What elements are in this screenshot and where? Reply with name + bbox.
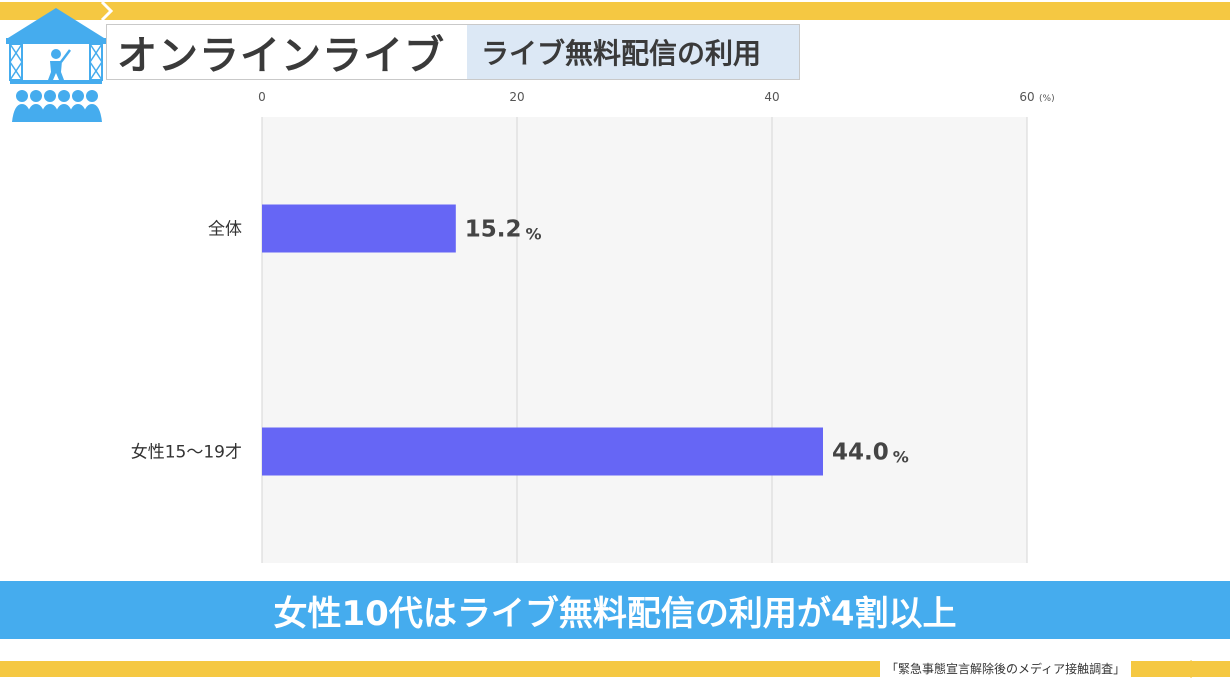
data-label: 44.0% (832, 440, 909, 467)
x-tick-label: 60 (1019, 90, 1034, 104)
x-unit-label: (%) (1039, 94, 1055, 104)
plot-area (262, 117, 1027, 563)
page-subtitle: ライブ無料配信の利用 (467, 25, 799, 79)
banner-text: 女性10代はライブ無料配信の利用が4割以上 (273, 593, 957, 634)
bar-chart: 0 20 40 60 (%) 全体 15.2 % 女性15〜19才 44.0% (131, 90, 1055, 563)
bar (262, 204, 456, 253)
category-label: 女性15〜19才 (131, 443, 242, 463)
title-box: オンラインライブ ライブ無料配信の利用 (106, 24, 800, 80)
stage-audience-icon (6, 8, 106, 122)
top-chevron-icon (100, 0, 114, 22)
x-tick-label: 0 (258, 90, 266, 104)
x-tick-label: 40 (764, 90, 779, 104)
bottom-chevron-icon (1188, 659, 1201, 679)
category-label: 全体 (208, 220, 242, 240)
top-accent-bar (0, 2, 1230, 20)
page-title: オンラインライブ (117, 33, 445, 79)
bar (262, 427, 823, 476)
conclusion-banner: 女性10代はライブ無料配信の利用が4割以上 (0, 581, 1230, 639)
data-label: 15.2% (465, 217, 542, 244)
x-tick-label: 20 (509, 90, 524, 104)
source-caption: 「緊急事態宣言解除後のメディア接触調査」 (880, 660, 1132, 678)
